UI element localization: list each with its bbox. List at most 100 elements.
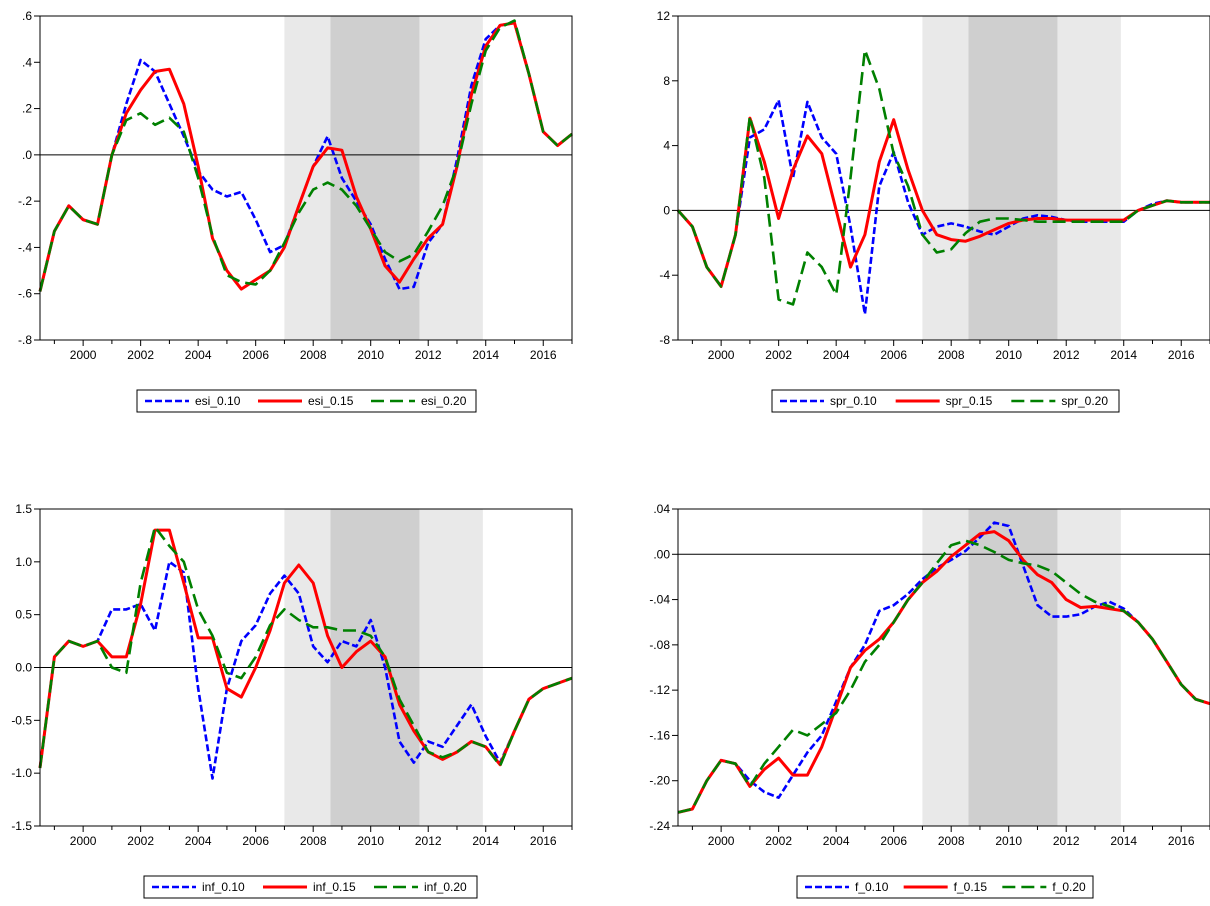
plot-frame — [677, 15, 1210, 341]
series-line-spr_0.20 — [677, 48, 1210, 306]
x-tick-label: 2000 — [70, 348, 97, 362]
shaded-region-3 — [1057, 509, 1121, 826]
x-tick-label: 2014 — [472, 834, 499, 848]
legend-label-f_0.10: f_0.10 — [855, 880, 889, 894]
x-tick-label: 2016 — [1168, 348, 1195, 362]
y-tick-label: 1.0 — [15, 555, 32, 569]
y-tick-label: -8 — [659, 333, 670, 347]
x-tick-label: 2012 — [415, 348, 442, 362]
y-tick-label: -.08 — [649, 638, 670, 652]
legend: esi_0.10 esi_0.15 esi_0.20 — [136, 389, 477, 413]
x-tick-label: 2010 — [995, 834, 1022, 848]
y-tick-label: -.2 — [18, 194, 32, 208]
legend-label-esi_0.10: esi_0.10 — [195, 394, 241, 408]
legend: f_0.10 f_0.15 f_0.20 — [796, 875, 1094, 899]
y-tick-label: -.24 — [649, 819, 670, 833]
y-tick-label: .0 — [22, 148, 32, 162]
y-tick-label: -4 — [659, 268, 670, 282]
legend-label-spr_0.10: spr_0.10 — [830, 394, 877, 408]
shaded-region-2 — [968, 509, 1058, 826]
legend: inf_0.10 inf_0.15 inf_0.20 — [143, 875, 478, 899]
x-tick-label: 2016 — [1168, 834, 1195, 848]
x-tick-label: 2010 — [357, 834, 384, 848]
y-tick-label: -.16 — [649, 728, 670, 742]
x-tick-label: 2000 — [708, 348, 735, 362]
y-tick-label: 0 — [663, 203, 670, 217]
x-tick-label: 2006 — [242, 834, 269, 848]
y-tick-label: .00 — [653, 547, 670, 561]
y-tick-label: -1.0 — [11, 766, 32, 780]
y-tick-label: .2 — [22, 102, 32, 116]
y-tick-label: -.8 — [18, 333, 32, 347]
x-tick-label: 2014 — [472, 348, 499, 362]
x-tick-label: 2012 — [415, 834, 442, 848]
chart-panel-2: -8 -4 0 4 8 12 2000 2002 2004 2006 2008 2010 2012 201… — [657, 9, 1210, 413]
shaded-region-3 — [1057, 16, 1121, 340]
y-tick-label: -.04 — [649, 593, 670, 607]
chart-panel-3: -1.5 -1.0 -0.5 0.0 0.5 1.0 1.5 2000 2002 2004 2006… — [11, 502, 573, 899]
legend-label-inf_0.15: inf_0.15 — [313, 880, 356, 894]
series-line-inf_0.10 — [38, 560, 573, 780]
x-tick-label: 2004 — [185, 348, 212, 362]
legend-label-esi_0.20: esi_0.20 — [421, 394, 467, 408]
x-tick-label: 2010 — [995, 348, 1022, 362]
x-tick-label: 2002 — [127, 348, 154, 362]
plot-frame — [677, 508, 1210, 827]
y-tick-label: -.20 — [649, 774, 670, 788]
series-line-esi_0.20 — [38, 19, 573, 292]
x-tick-label: 2008 — [300, 834, 327, 848]
legend-label-inf_0.20: inf_0.20 — [424, 880, 467, 894]
y-tick-label: -1.5 — [11, 819, 32, 833]
x-tick-label: 2008 — [938, 348, 965, 362]
y-tick-label: .4 — [22, 55, 32, 69]
x-tick-label: 2004 — [823, 348, 850, 362]
legend-label-esi_0.15: esi_0.15 — [308, 394, 354, 408]
y-tick-label: 4 — [663, 139, 670, 153]
legend-label-f_0.15: f_0.15 — [954, 880, 988, 894]
x-tick-label: 2014 — [1110, 834, 1137, 848]
y-tick-label: .6 — [22, 9, 32, 23]
x-tick-label: 2006 — [242, 348, 269, 362]
y-tick-label: .04 — [653, 502, 670, 516]
x-tick-label: 2016 — [530, 348, 557, 362]
x-tick-label: 2002 — [127, 834, 154, 848]
y-tick-label: 0.5 — [15, 608, 32, 622]
x-tick-label: 2010 — [357, 348, 384, 362]
x-tick-label: 2006 — [880, 348, 907, 362]
shaded-region-1 — [922, 16, 969, 340]
series-line-esi_0.15 — [38, 21, 573, 292]
x-tick-label: 2008 — [300, 348, 327, 362]
x-tick-label: 2014 — [1110, 348, 1137, 362]
y-tick-label: 8 — [663, 74, 670, 88]
series-line-f_0.20 — [677, 539, 1210, 814]
x-tick-label: 2002 — [765, 348, 792, 362]
shaded-region-1 — [922, 509, 969, 826]
y-tick-label: -.12 — [649, 683, 670, 697]
chart-panel-1: -.8 -.6 -.4 -.2 .0 .2 .4 .6 2000 2002 2004 2006 2008… — [18, 9, 573, 413]
shaded-region-3 — [419, 16, 483, 340]
y-tick-label: 12 — [657, 9, 671, 23]
legend-label-f_0.20: f_0.20 — [1052, 880, 1086, 894]
legend-box — [136, 389, 477, 413]
legend-label-inf_0.10: inf_0.10 — [202, 880, 245, 894]
x-tick-label: 2012 — [1053, 348, 1080, 362]
x-tick-label: 2000 — [70, 834, 97, 848]
y-tick-label: -.4 — [18, 240, 32, 254]
x-tick-label: 2006 — [880, 834, 907, 848]
x-tick-label: 2016 — [530, 834, 557, 848]
legend-label-spr_0.20: spr_0.20 — [1061, 394, 1108, 408]
y-tick-label: -.6 — [18, 287, 32, 301]
legend-box — [143, 875, 478, 899]
x-tick-label: 2004 — [185, 834, 212, 848]
x-tick-label: 2004 — [823, 834, 850, 848]
x-tick-label: 2008 — [938, 834, 965, 848]
chart-panel-4: -.24 -.20 -.16 -.12 -.08 -.04 .00 .04 2000 2002 20… — [649, 502, 1210, 899]
legend: spr_0.10 spr_0.15 spr_0.20 — [771, 389, 1120, 413]
x-tick-label: 2002 — [765, 834, 792, 848]
shaded-region-2 — [330, 16, 420, 340]
series-line-inf_0.20 — [38, 525, 573, 769]
plot-frame — [39, 15, 573, 341]
x-tick-label: 2012 — [1053, 834, 1080, 848]
y-tick-label: 0.0 — [15, 661, 32, 675]
